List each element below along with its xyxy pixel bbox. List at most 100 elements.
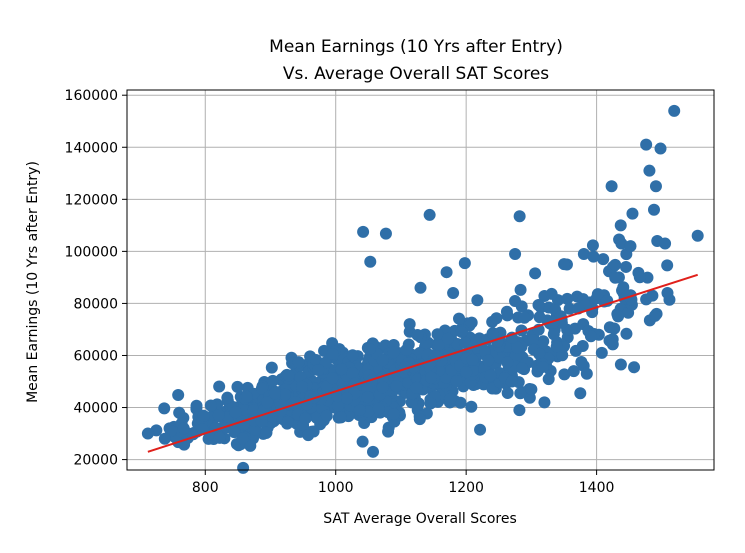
- data-point: [538, 396, 551, 409]
- data-point: [390, 380, 403, 393]
- data-point: [410, 381, 423, 394]
- plot-area-frame: [126, 89, 715, 471]
- data-point: [376, 381, 389, 394]
- data-point: [376, 354, 389, 367]
- data-point: [190, 399, 203, 412]
- data-point: [500, 305, 513, 318]
- data-point: [312, 364, 325, 377]
- data-point: [455, 325, 468, 338]
- data-point: [614, 358, 627, 371]
- data-point: [558, 258, 571, 271]
- data-point: [240, 390, 253, 403]
- y-tick-label: 80000: [73, 296, 118, 312]
- data-point: [691, 229, 704, 242]
- data-point: [204, 399, 217, 412]
- data-point: [236, 432, 249, 445]
- data-point: [509, 295, 522, 308]
- data-point: [550, 340, 563, 353]
- data-point: [320, 409, 333, 422]
- data-point: [367, 445, 380, 458]
- data-point: [382, 425, 395, 438]
- data-point: [513, 404, 526, 417]
- data-point: [425, 371, 438, 384]
- data-point: [411, 328, 424, 341]
- data-point: [536, 360, 549, 373]
- data-point: [172, 388, 185, 401]
- data-point: [584, 330, 597, 343]
- data-point: [516, 362, 529, 375]
- data-point: [465, 316, 478, 329]
- data-point: [614, 219, 627, 232]
- data-point: [661, 259, 674, 272]
- regression-line: [147, 273, 699, 453]
- y-tick-label: 40000: [73, 401, 118, 417]
- data-point: [265, 361, 278, 374]
- data-point: [640, 138, 653, 151]
- x-tick-label: 800: [192, 480, 219, 496]
- data-point: [460, 366, 473, 379]
- data-point: [487, 327, 500, 340]
- data-point: [620, 327, 633, 340]
- data-point: [482, 354, 495, 367]
- data-point: [266, 374, 279, 387]
- data-point: [364, 255, 377, 268]
- data-point: [474, 423, 487, 436]
- data-point: [353, 403, 366, 416]
- data-point: [363, 342, 376, 355]
- data-point: [647, 203, 660, 216]
- data-point: [633, 271, 646, 284]
- data-point: [221, 391, 234, 404]
- data-point: [574, 387, 587, 400]
- data-point: [281, 415, 294, 428]
- data-point: [529, 267, 542, 280]
- data-point: [445, 364, 458, 377]
- data-point: [454, 396, 467, 409]
- y-tick-label: 140000: [65, 140, 118, 156]
- data-point: [458, 257, 471, 270]
- data-point: [591, 288, 604, 301]
- data-point: [580, 367, 593, 380]
- data-point: [563, 302, 576, 315]
- data-point: [470, 334, 483, 347]
- data-point: [628, 361, 641, 374]
- data-point: [587, 250, 600, 263]
- data-point: [361, 391, 374, 404]
- data-point: [228, 426, 241, 439]
- x-tick-label: 1400: [579, 480, 615, 496]
- data-point: [441, 332, 454, 345]
- y-axis-ticks: 20000 40000 60000 80000 100000 120000 140000 16…: [65, 88, 127, 469]
- data-point: [484, 369, 497, 382]
- data-point: [661, 286, 674, 299]
- data-point: [465, 400, 478, 413]
- data-point: [173, 406, 186, 419]
- data-point: [509, 350, 522, 363]
- data-point: [356, 435, 369, 448]
- data-point: [247, 404, 260, 417]
- y-tick-label: 60000: [73, 348, 118, 364]
- data-point: [668, 104, 681, 117]
- data-point: [296, 380, 309, 393]
- data-point: [535, 337, 548, 350]
- data-point: [659, 237, 672, 250]
- data-point: [244, 439, 257, 452]
- data-points: [141, 104, 704, 474]
- data-point: [605, 180, 618, 193]
- data-point: [212, 409, 225, 422]
- data-point: [432, 338, 445, 351]
- data-point: [255, 382, 268, 395]
- data-point: [490, 312, 503, 325]
- data-point: [514, 387, 527, 400]
- y-tick-label: 120000: [65, 192, 118, 208]
- data-point: [197, 409, 210, 422]
- data-point: [453, 312, 466, 325]
- data-point: [282, 369, 295, 382]
- data-point: [558, 368, 571, 381]
- data-point: [158, 432, 171, 445]
- data-point: [414, 281, 427, 294]
- data-point: [505, 375, 518, 388]
- data-point: [545, 287, 558, 300]
- y-tick-label: 160000: [65, 88, 118, 104]
- data-point: [400, 343, 413, 356]
- data-point: [450, 375, 463, 388]
